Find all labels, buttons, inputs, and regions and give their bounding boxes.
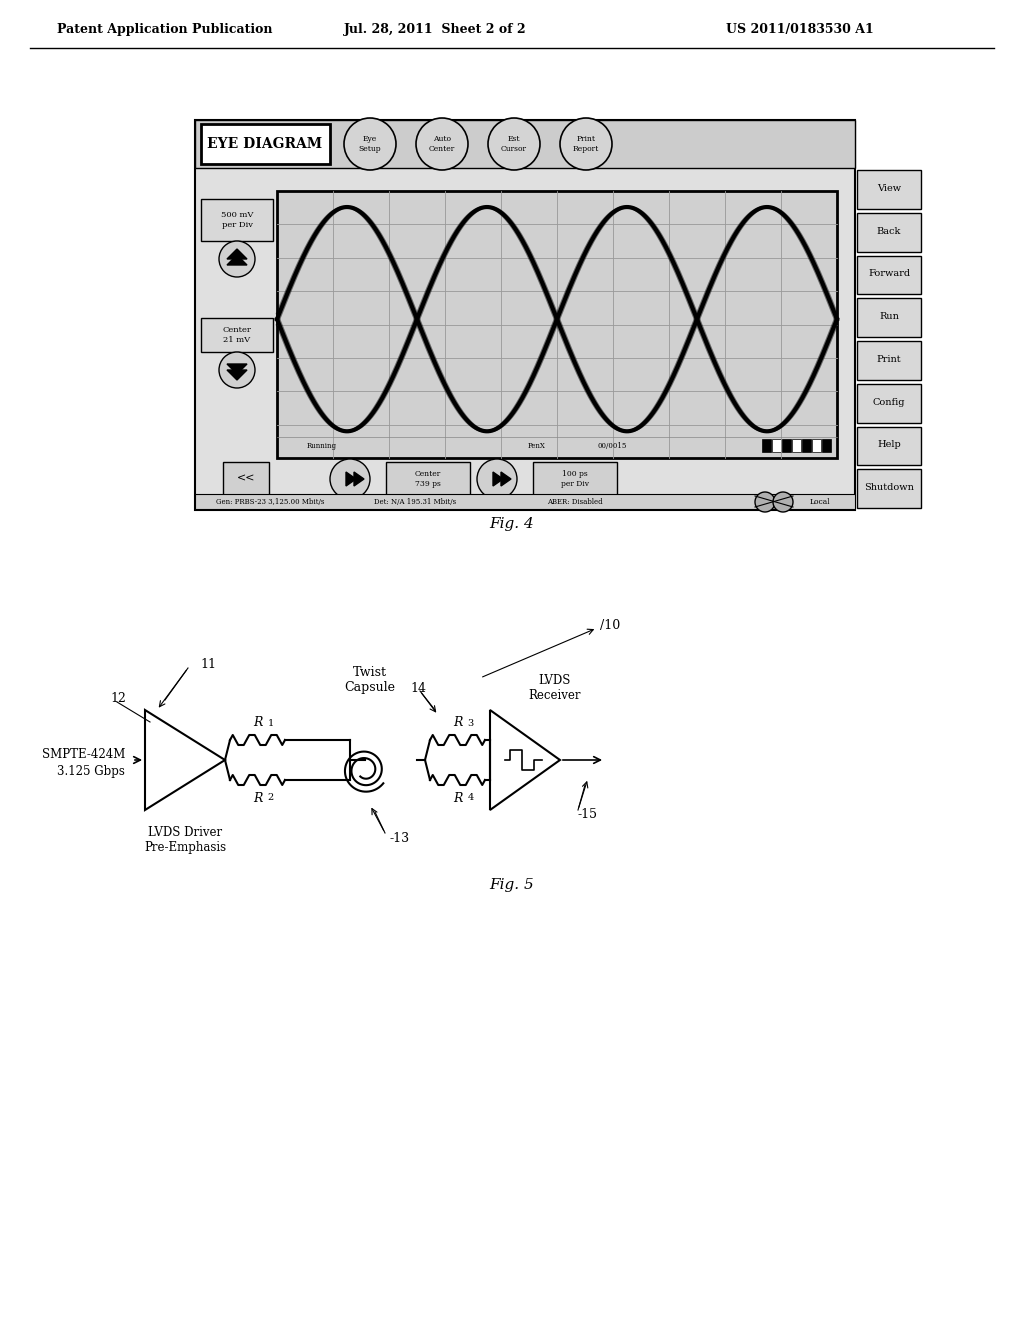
FancyBboxPatch shape (201, 124, 330, 164)
Text: 12: 12 (110, 692, 126, 705)
Text: Help: Help (878, 441, 901, 449)
Polygon shape (354, 473, 364, 486)
Text: Run: Run (879, 312, 899, 321)
FancyBboxPatch shape (772, 440, 781, 451)
Polygon shape (227, 255, 247, 265)
FancyBboxPatch shape (195, 494, 855, 510)
Text: Twist
Capsule: Twist Capsule (344, 667, 395, 694)
FancyBboxPatch shape (782, 440, 791, 451)
Text: R: R (253, 792, 262, 804)
FancyBboxPatch shape (857, 469, 921, 508)
Text: <<: << (237, 474, 255, 484)
Text: 11: 11 (200, 659, 216, 672)
Text: Jul. 28, 2011  Sheet 2 of 2: Jul. 28, 2011 Sheet 2 of 2 (344, 24, 526, 37)
Text: SMPTE-424M: SMPTE-424M (42, 748, 125, 762)
Text: Running: Running (307, 442, 337, 450)
Text: 14: 14 (410, 681, 426, 694)
Text: -13: -13 (390, 832, 411, 845)
Text: LVDS Driver
Pre-Emphasis: LVDS Driver Pre-Emphasis (144, 826, 226, 854)
FancyBboxPatch shape (857, 384, 921, 422)
Text: 2: 2 (267, 793, 273, 803)
Text: US 2011/0183530 A1: US 2011/0183530 A1 (726, 24, 873, 37)
Text: 4: 4 (468, 793, 474, 803)
Circle shape (488, 117, 540, 170)
FancyBboxPatch shape (857, 341, 921, 380)
FancyBboxPatch shape (822, 440, 831, 451)
Circle shape (773, 492, 793, 512)
Text: View: View (877, 183, 901, 193)
Circle shape (219, 242, 255, 277)
Text: Fig. 4: Fig. 4 (489, 517, 535, 531)
FancyBboxPatch shape (857, 256, 921, 294)
Text: Auto
Center: Auto Center (429, 136, 455, 153)
Text: Back: Back (877, 227, 901, 236)
Circle shape (477, 459, 517, 499)
Text: Est
Cursor: Est Cursor (501, 136, 527, 153)
Text: Shutdown: Shutdown (864, 483, 914, 492)
Text: 100 ps
per Div: 100 ps per Div (561, 470, 589, 487)
Text: R: R (453, 717, 462, 730)
Text: Patent Application Publication: Patent Application Publication (57, 24, 272, 37)
FancyBboxPatch shape (812, 440, 821, 451)
Polygon shape (346, 473, 356, 486)
Polygon shape (227, 249, 247, 259)
Text: R: R (453, 792, 462, 804)
Circle shape (560, 117, 612, 170)
FancyBboxPatch shape (857, 213, 921, 252)
Circle shape (330, 459, 370, 499)
Text: Config: Config (872, 397, 905, 407)
FancyBboxPatch shape (278, 191, 837, 458)
Polygon shape (227, 370, 247, 380)
Text: R: R (253, 717, 262, 730)
FancyBboxPatch shape (792, 440, 801, 451)
Text: Center
21 mV: Center 21 mV (222, 326, 252, 343)
Text: Print: Print (877, 355, 901, 364)
FancyBboxPatch shape (762, 440, 771, 451)
Polygon shape (501, 473, 511, 486)
FancyBboxPatch shape (386, 462, 470, 496)
Text: 00/0015: 00/0015 (597, 442, 627, 450)
FancyBboxPatch shape (201, 318, 273, 352)
Text: 3: 3 (468, 718, 474, 727)
Text: ABER: Disabled: ABER: Disabled (547, 498, 603, 506)
Circle shape (344, 117, 396, 170)
Text: Center
739 ps: Center 739 ps (415, 470, 441, 487)
Circle shape (219, 352, 255, 388)
Text: EYE DIAGRAM: EYE DIAGRAM (208, 137, 323, 150)
FancyBboxPatch shape (195, 120, 855, 510)
Text: 1: 1 (267, 718, 273, 727)
Polygon shape (493, 473, 503, 486)
FancyBboxPatch shape (534, 462, 617, 496)
FancyBboxPatch shape (223, 462, 269, 496)
FancyBboxPatch shape (857, 426, 921, 465)
Text: /10: /10 (600, 619, 621, 631)
Text: PenX: PenX (528, 442, 546, 450)
Polygon shape (227, 364, 247, 374)
Text: 500 mV
per Div: 500 mV per Div (221, 211, 253, 228)
FancyBboxPatch shape (201, 199, 273, 242)
Text: Gen: PRBS-23 3,125.00 Mbit/s: Gen: PRBS-23 3,125.00 Mbit/s (216, 498, 325, 506)
Circle shape (416, 117, 468, 170)
Text: -15: -15 (578, 808, 598, 821)
Text: Eye
Setup: Eye Setup (358, 136, 381, 153)
Circle shape (755, 492, 775, 512)
Text: 3.125 Gbps: 3.125 Gbps (57, 766, 125, 779)
Text: Print
Report: Print Report (572, 136, 599, 153)
Text: Det: N/A 195.31 Mbit/s: Det: N/A 195.31 Mbit/s (374, 498, 456, 506)
Text: Forward: Forward (868, 269, 910, 279)
FancyBboxPatch shape (802, 440, 811, 451)
FancyBboxPatch shape (195, 120, 855, 168)
FancyBboxPatch shape (857, 298, 921, 337)
Text: Fig. 5: Fig. 5 (489, 878, 535, 892)
FancyBboxPatch shape (857, 170, 921, 209)
Text: Local: Local (810, 498, 830, 506)
Text: LVDS
Receiver: LVDS Receiver (528, 675, 582, 702)
